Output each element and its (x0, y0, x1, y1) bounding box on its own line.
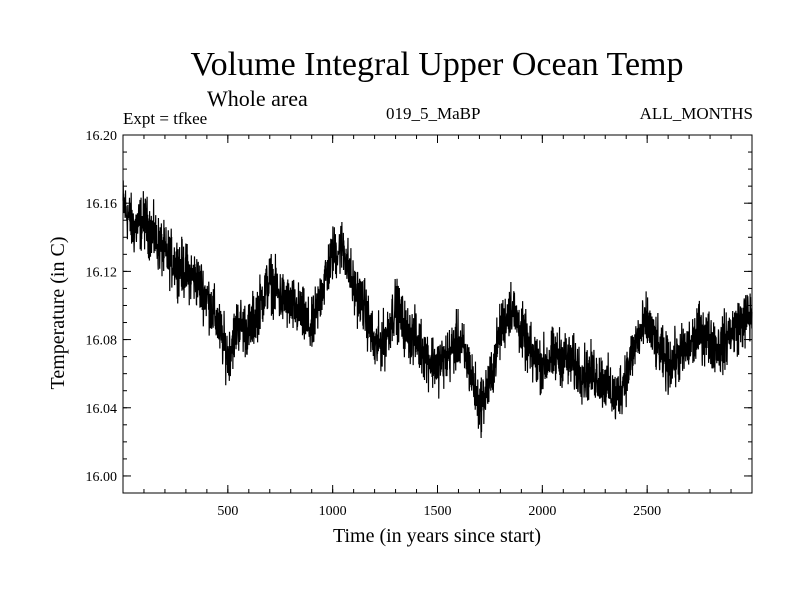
y-tick-label: 16.08 (86, 334, 118, 349)
x-tick-label: 500 (217, 504, 238, 519)
x-tick-label: 2500 (633, 504, 661, 519)
y-axis-label: Temperature (in C) (47, 236, 69, 390)
y-tick-label: 16.00 (86, 470, 118, 485)
months-label: ALL_MONTHS (639, 104, 753, 123)
y-tick-label: 16.16 (86, 197, 118, 212)
data-layer (122, 180, 753, 439)
run-id-label: 019_5_MaBP (386, 104, 481, 123)
axis-layer: 16.00 16.04 16.08 16.12 16.16 16.20 500 1000 150… (86, 129, 752, 519)
chart-title: Volume Integral Upper Ocean Temp (190, 46, 684, 83)
x-axis-label: Time (in years since start) (332, 525, 542, 547)
chart-subtitle: Whole area (207, 86, 308, 111)
x-tick-label: 1500 (424, 504, 452, 519)
plot-frame (122, 134, 753, 494)
y-tick-label: 16.04 (86, 402, 118, 417)
experiment-label: Expt = tfkee (123, 109, 208, 128)
y-tick-label: 16.20 (86, 129, 118, 144)
x-tick-label: 1000 (319, 504, 347, 519)
temperature-series-line (122, 180, 753, 439)
y-tick-label: 16.12 (86, 265, 118, 280)
x-tick-label: 2000 (528, 504, 556, 519)
